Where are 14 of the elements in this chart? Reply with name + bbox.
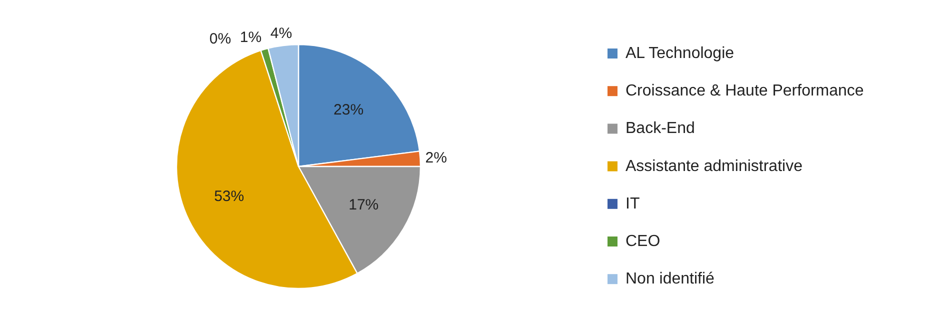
legend-label: Croissance & Haute Performance xyxy=(626,82,864,100)
legend-label: Assistante administrative xyxy=(626,158,803,175)
data-label: 2% xyxy=(425,150,447,167)
legend-label: Non identifié xyxy=(626,270,715,288)
legend-label: CEO xyxy=(626,233,660,250)
legend-label: Back-End xyxy=(626,120,695,138)
legend-label: IT xyxy=(626,195,640,212)
data-label: 4% xyxy=(270,24,292,42)
data-label: 23% xyxy=(334,101,364,118)
legend-label: AL Technologie xyxy=(626,45,734,62)
data-label: 53% xyxy=(214,188,244,206)
data-label: 1% xyxy=(240,29,262,46)
data-label: 17% xyxy=(348,196,379,214)
text: 0% xyxy=(209,30,232,48)
